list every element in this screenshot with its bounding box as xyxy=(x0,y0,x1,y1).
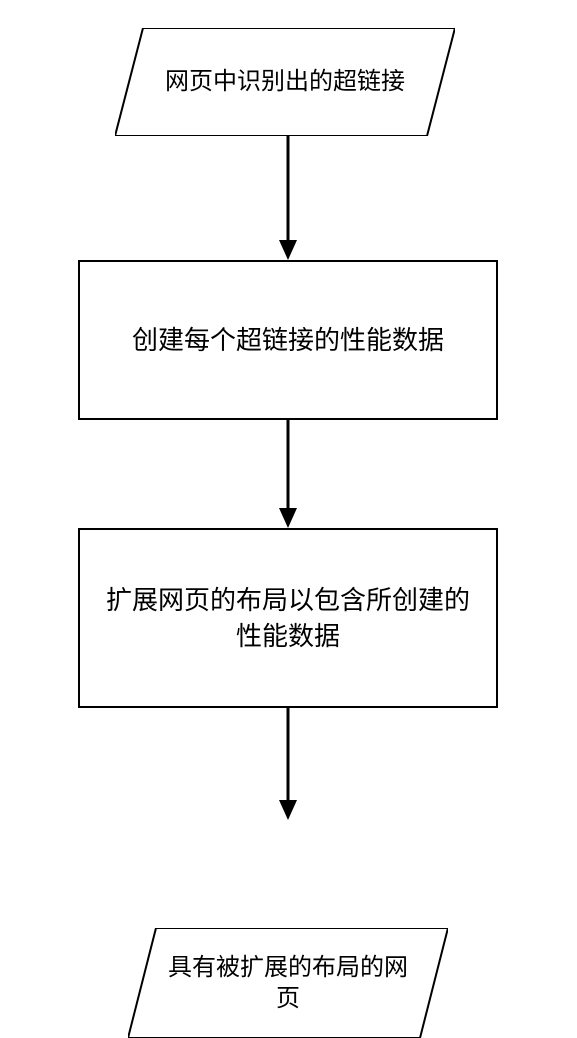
node-label: 网页中识别出的超链接 xyxy=(135,66,435,97)
node-label: 创建每个超链接的性能数据 xyxy=(112,322,464,358)
node-label: 扩展网页的布局以包含所创建的性能数据 xyxy=(80,582,496,655)
arrow-n3-n4 xyxy=(273,708,303,820)
flowchart-container: 网页中识别出的超链接创建每个超链接的性能数据扩展网页的布局以包含所创建的性能数据… xyxy=(0,0,577,1000)
arrow-n1-n2 xyxy=(273,136,303,260)
arrow-n2-n3 xyxy=(273,420,303,528)
node-n3: 扩展网页的布局以包含所创建的性能数据 xyxy=(78,528,498,708)
node-label: 具有被扩展的布局的网页 xyxy=(128,952,448,1014)
node-n2: 创建每个超链接的性能数据 xyxy=(78,260,498,420)
node-n4: 具有被扩展的布局的网页 xyxy=(128,928,448,1038)
node-n1: 网页中识别出的超链接 xyxy=(115,28,455,136)
